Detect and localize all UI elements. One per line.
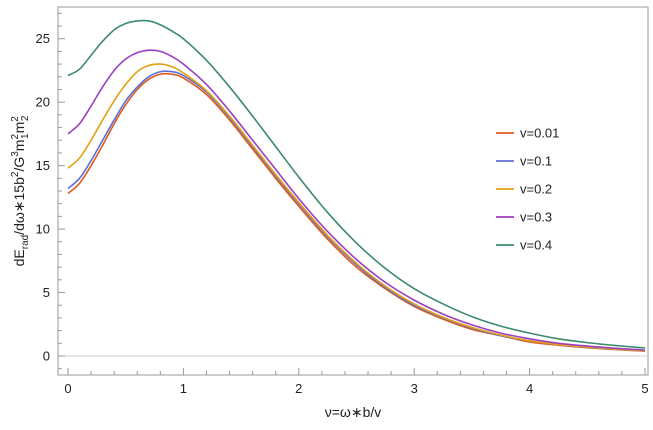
x-tick-label: 0 — [64, 381, 71, 396]
legend-label: v=0.4 — [520, 238, 552, 253]
series-line-5 — [67, 19, 646, 349]
x-tick-label: 1 — [180, 381, 187, 396]
x-axis-label: ν=ω∗b/v — [325, 404, 382, 420]
y-label-sub3: 1 — [20, 133, 31, 139]
legend-label: v=0.01 — [520, 126, 559, 141]
y-label-sub1: rad — [20, 235, 31, 249]
y-label-mid1: /dω∗15b — [11, 177, 27, 235]
y-label-base1: dE — [11, 249, 27, 266]
y-tick-label: 25 — [36, 31, 50, 46]
x-tick-label: 4 — [526, 381, 533, 396]
y-label-mid2: /G — [11, 157, 27, 172]
x-tick-label: 2 — [295, 381, 302, 396]
y-label-mid3: m — [11, 140, 27, 152]
series-line-1 — [67, 72, 646, 352]
y-label-sup1: 2 — [10, 171, 21, 177]
y-tick-label: 15 — [36, 158, 50, 173]
series-lines — [67, 19, 646, 352]
legend-label: v=0.2 — [520, 182, 552, 197]
y-tick-label: 0 — [43, 348, 50, 363]
plot-frame — [57, 6, 649, 376]
legend: v=0.01 v=0.1 v=0.2 v=0.3 v=0.4 — [496, 126, 559, 253]
series-line-2 — [67, 70, 646, 352]
y-label-mid4: m — [11, 122, 27, 134]
y-label-sup3: 2 — [10, 134, 21, 140]
axis-ticks: 0 1 2 3 4 5 0 5 10 15 20 25 — [36, 12, 649, 396]
y-label-sub4: 2 — [20, 115, 31, 121]
y-tick-label: 5 — [43, 285, 50, 300]
y-axis-label: dErad/dω∗15b2/G3m21m22 — [10, 115, 31, 266]
y-tick-label: 20 — [36, 95, 50, 110]
y-label-sup4: 2 — [10, 116, 21, 122]
legend-label: v=0.1 — [520, 154, 552, 169]
series-line-4 — [67, 49, 646, 351]
x-tick-label: 3 — [411, 381, 418, 396]
y-label-sup2: 3 — [10, 151, 21, 157]
series-line-3 — [67, 63, 646, 352]
legend-label: v=0.3 — [520, 210, 552, 225]
x-tick-label: 5 — [641, 381, 648, 396]
y-tick-label: 10 — [36, 222, 50, 237]
